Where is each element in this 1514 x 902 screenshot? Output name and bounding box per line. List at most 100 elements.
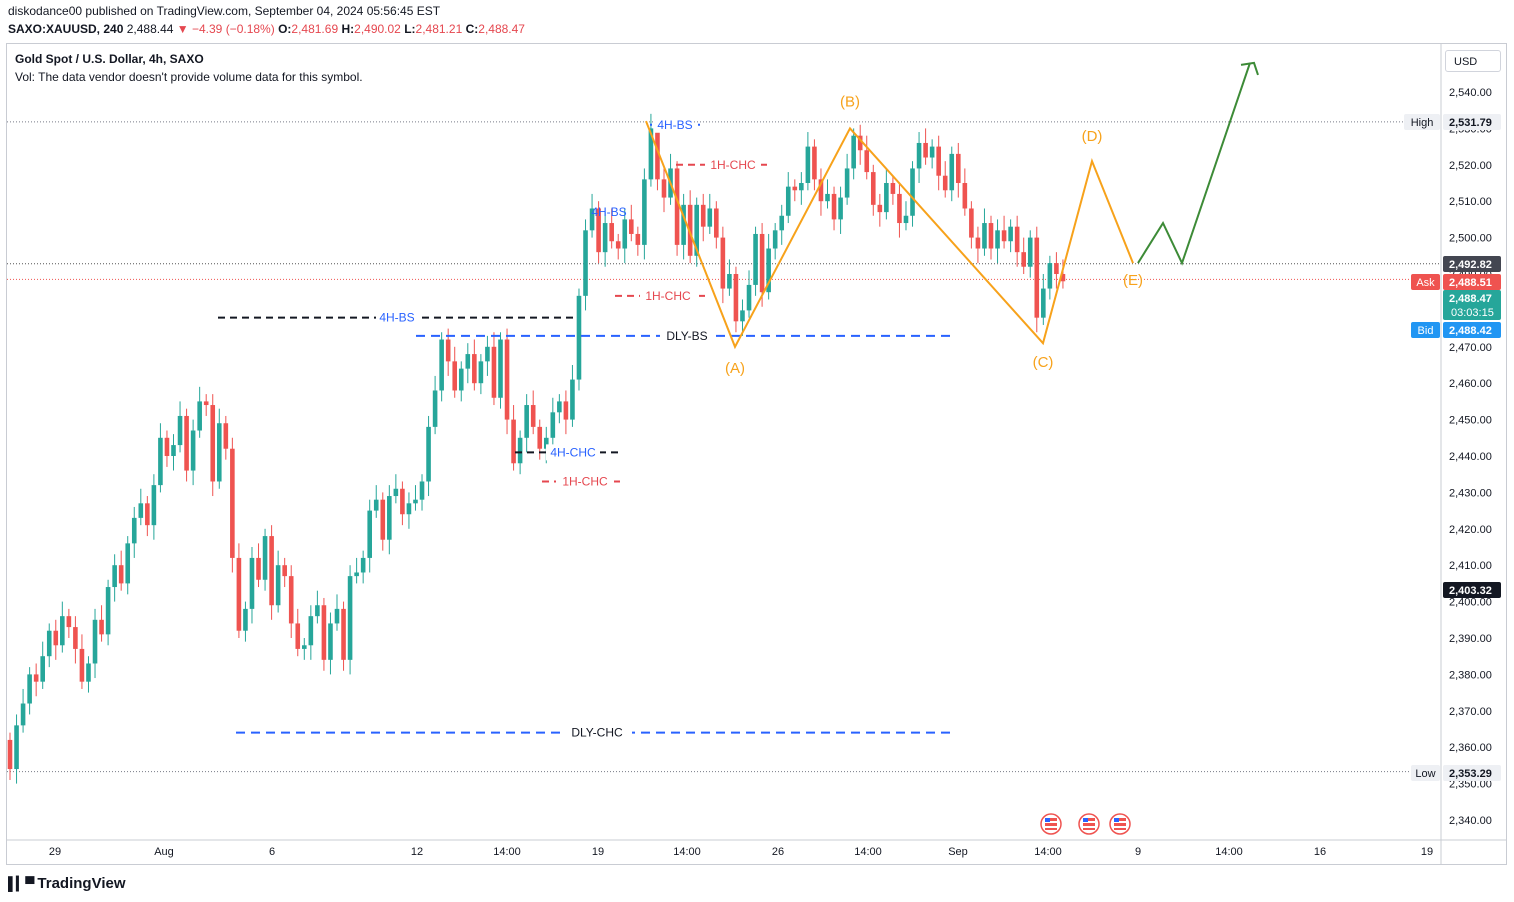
open-label: O:: [278, 22, 292, 36]
candle-body: [543, 437, 549, 449]
candle-body: [674, 168, 680, 245]
candle-body: [66, 616, 72, 628]
candle-body: [328, 623, 333, 660]
candle-body: [1008, 226, 1013, 242]
candle-body: [785, 186, 791, 216]
candle-body: [249, 557, 255, 609]
candle-body: [1060, 274, 1066, 282]
candle-body: [897, 193, 902, 224]
candle-body: [315, 605, 320, 617]
candle-body: [916, 142, 922, 169]
candle-body: [190, 430, 196, 471]
candle-body: [910, 168, 915, 216]
candle-body: [177, 415, 183, 446]
time-tick-label: 26: [772, 846, 784, 858]
candle-body: [746, 284, 752, 311]
time-tick-label: 29: [49, 846, 61, 858]
candle-body: [779, 215, 785, 231]
us-flag-stripe: [1114, 823, 1126, 826]
level-label-bg: [562, 724, 632, 741]
candle-body: [125, 543, 131, 584]
time-tick-label: Aug: [154, 846, 174, 858]
level-label-4h-bs-upper: 4H-BS: [591, 205, 626, 219]
symbol-label: SAXO:XAUUSD, 240: [8, 22, 124, 36]
tradingview-logo-icon: ▌▎▀: [8, 875, 34, 891]
candle-body: [681, 204, 686, 245]
candle-body: [1041, 288, 1046, 318]
candle-body: [923, 142, 928, 158]
candle-body: [870, 172, 876, 205]
price-tick-label: 2,380.00: [1449, 669, 1492, 681]
candle-body: [60, 616, 65, 646]
candle-body: [929, 146, 935, 158]
candle-body: [354, 572, 359, 577]
candle-body: [864, 150, 870, 173]
candle-body: [256, 557, 261, 580]
candle-body: [622, 219, 628, 249]
us-flag-stripe: [1083, 818, 1095, 821]
us-flag-stripe: [1045, 818, 1057, 821]
candle-body: [40, 656, 45, 682]
candle-body: [79, 648, 85, 682]
price-tag-bg: [1404, 114, 1440, 130]
candle-body: [321, 605, 327, 660]
time-tick-label: 14:00: [854, 846, 882, 858]
candle-body: [432, 390, 438, 427]
high-label: H:: [341, 22, 355, 36]
close-label: C:: [465, 22, 479, 36]
candle-body: [387, 496, 392, 540]
price-tick-label: 2,470.00: [1449, 342, 1492, 354]
time-tick-label: 14:00: [1034, 846, 1062, 858]
wave-label-d: (D): [1082, 128, 1103, 145]
symbol-ohlc-line: SAXO:XAUUSD, 240 2,488.44 ▼ −4.39 (−0.18…: [8, 22, 525, 36]
candle-body: [478, 361, 484, 384]
candle-body: [648, 128, 654, 180]
tradingview-brand[interactable]: ▌▎▀ TradingView: [8, 875, 126, 892]
candle-body: [380, 499, 386, 540]
candle-body: [14, 725, 19, 770]
time-tick-label: 14:00: [493, 846, 521, 858]
wave-label-e: (E): [1123, 272, 1143, 289]
price-tick-label: 2,410.00: [1449, 560, 1492, 572]
candle-body: [20, 703, 26, 726]
us-flag-stripe: [1083, 823, 1095, 826]
candle-body: [1054, 263, 1059, 274]
candle-body: [105, 587, 111, 635]
time-tick-label: 14:00: [673, 846, 701, 858]
candle-body: [302, 645, 307, 649]
currency-button[interactable]: USD: [1445, 50, 1501, 72]
level-label-dly-chc: DLY-CHC: [571, 726, 623, 740]
price-axis-label: 2,488.47: [1449, 293, 1492, 305]
price-axis-label: 2,531.79: [1449, 117, 1492, 129]
price-tag-high: High: [1411, 117, 1434, 129]
candle-body: [609, 223, 614, 242]
candle-body: [884, 183, 889, 213]
candle-body: [655, 128, 660, 180]
level-label-1h-chc-low: 1H-CHC: [562, 474, 608, 488]
us-flag-stripe: [1045, 823, 1057, 826]
price-axis-label-bg: [1443, 274, 1501, 290]
wave-pattern-line: [645, 120, 1134, 350]
candle-body: [73, 627, 78, 649]
price-tick-label: 2,460.00: [1449, 378, 1492, 390]
level-label-bg: [556, 473, 612, 490]
candle-body: [347, 576, 353, 660]
level-label-bg: [660, 327, 714, 344]
candle-body: [458, 368, 464, 391]
candle-body: [498, 339, 503, 398]
candle-body: [269, 536, 274, 606]
brand-name: TradingView: [37, 875, 126, 892]
candle-body: [583, 230, 588, 296]
chart-frame[interactable]: [6, 43, 1507, 865]
candle-body: [825, 193, 830, 202]
candle-body: [426, 426, 431, 482]
candle-body: [92, 619, 98, 664]
time-tick-label: 6: [269, 846, 275, 858]
candle-body: [138, 503, 144, 518]
candle-body: [145, 503, 150, 526]
candle-body: [962, 183, 968, 209]
time-tick-label: Sep: [948, 846, 968, 858]
price-axis-label: 2,492.82: [1449, 259, 1492, 271]
candle-body: [99, 619, 104, 635]
